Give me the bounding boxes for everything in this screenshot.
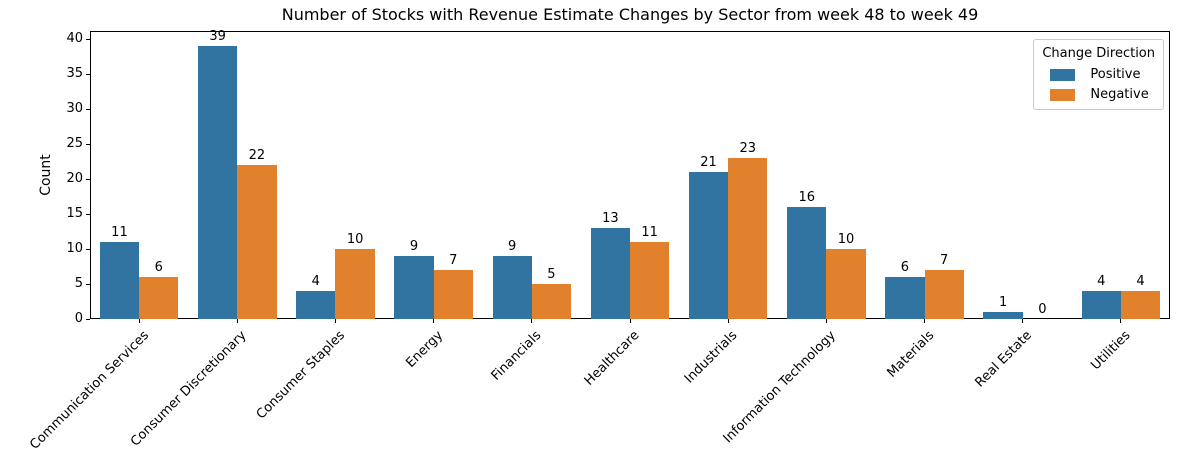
bar-value-label: 7 <box>449 253 458 269</box>
bar-positive <box>394 256 434 319</box>
y-tick-label: 20 <box>66 171 83 187</box>
y-tick-label: 40 <box>66 31 83 47</box>
bar-value-label: 5 <box>547 267 556 283</box>
bar-value-label: 4 <box>1136 274 1145 290</box>
bar-value-label: 6 <box>900 260 910 276</box>
y-tick-mark <box>86 38 90 40</box>
x-tick-mark <box>1022 319 1024 323</box>
y-tick-mark <box>86 108 90 110</box>
x-axis-category-label: Consumer Staples <box>253 328 349 423</box>
bar-positive <box>590 228 630 319</box>
x-tick-mark <box>334 319 336 323</box>
bar-negative <box>237 165 277 319</box>
y-tick-label: 35 <box>66 66 83 82</box>
y-tick-label: 10 <box>66 241 83 257</box>
x-tick-mark <box>531 319 533 323</box>
bar-value-label: 6 <box>154 260 163 276</box>
bar-positive <box>688 172 729 319</box>
legend-swatch-positive-icon <box>1050 68 1076 81</box>
x-axis-category-label: Utilities <box>1088 328 1134 374</box>
bar-value-label: 23 <box>739 141 757 157</box>
x-axis-category-label: Energy <box>403 328 447 371</box>
y-tick-label: 5 <box>74 276 83 292</box>
x-axis-category-label: Materials <box>884 328 938 381</box>
x-axis-category-label: Information Technology <box>720 328 839 447</box>
x-tick-mark <box>924 319 926 323</box>
bar-negative <box>1120 291 1161 319</box>
x-axis-category-label: Consumer Discretionary <box>128 328 250 450</box>
bar-value-label: 11 <box>641 225 658 241</box>
y-tick-mark <box>86 73 90 75</box>
y-tick-mark <box>86 213 90 215</box>
bar-value-label: 13 <box>602 211 619 227</box>
x-tick-mark <box>629 319 631 323</box>
legend-label-negative: Negative <box>1090 87 1149 102</box>
bar-positive <box>296 291 336 319</box>
bar-positive <box>1081 291 1121 319</box>
x-tick-mark <box>1120 319 1122 323</box>
bar-value-label: 0 <box>1038 302 1047 317</box>
bar-value-label: 16 <box>798 190 815 206</box>
legend-item-positive: Positive <box>1050 67 1155 82</box>
bar-negative <box>630 242 670 319</box>
bar-negative <box>139 277 179 319</box>
x-tick-mark <box>138 319 140 323</box>
x-tick-mark <box>433 319 435 323</box>
bar-negative <box>531 284 572 319</box>
y-tick-mark <box>86 143 90 145</box>
bar-value-label: 39 <box>209 29 226 45</box>
legend: Change Direction Positive Negative <box>1033 39 1164 110</box>
bar-value-label: 22 <box>248 148 266 164</box>
legend-label-positive: Positive <box>1090 67 1141 82</box>
y-tick-label: 0 <box>74 311 83 326</box>
bar-positive <box>99 242 140 319</box>
bar-positive <box>983 312 1023 319</box>
bar-negative <box>335 249 375 319</box>
bar-value-label: 10 <box>346 232 364 248</box>
x-axis-category-label: Healthcare <box>581 328 643 389</box>
bar-positive <box>787 207 827 319</box>
y-tick-mark <box>86 178 90 180</box>
legend-item-negative: Negative <box>1050 87 1155 102</box>
y-tick-label: 25 <box>66 136 83 152</box>
bar-value-label: 7 <box>940 253 949 269</box>
legend-swatch-negative-icon <box>1050 88 1076 101</box>
x-tick-mark <box>727 319 729 323</box>
x-axis-category-label: Financials <box>488 328 545 384</box>
bar-value-label: 4 <box>1097 274 1106 290</box>
bar-negative <box>924 270 964 319</box>
x-tick-mark <box>236 319 238 323</box>
bar-value-label: 9 <box>508 239 517 255</box>
bar-value-label: 10 <box>837 232 855 248</box>
legend-title: Change Direction <box>1042 46 1155 61</box>
bar-negative <box>728 158 768 319</box>
bar-value-label: 4 <box>311 274 320 290</box>
bar-positive <box>198 46 238 319</box>
bar-negative <box>433 270 473 319</box>
bar-negative <box>826 249 866 319</box>
y-tick-mark <box>86 318 90 320</box>
bar-value-label: 11 <box>111 225 128 241</box>
x-axis-category-label: Real Estate <box>972 328 1036 391</box>
x-axis-category-label: Industrials <box>682 328 741 387</box>
x-tick-mark <box>825 319 827 323</box>
chart-title: Number of Stocks with Revenue Estimate C… <box>281 5 979 24</box>
y-tick-mark <box>86 248 90 250</box>
bar-value-label: 1 <box>998 295 1008 310</box>
bar-positive <box>492 256 532 319</box>
bar-value-label: 9 <box>409 239 419 255</box>
bar-positive <box>885 277 925 319</box>
y-tick-label: 15 <box>66 206 83 222</box>
bar-value-label: 21 <box>700 155 717 171</box>
y-tick-label: 30 <box>66 101 83 117</box>
y-tick-mark <box>86 283 90 285</box>
